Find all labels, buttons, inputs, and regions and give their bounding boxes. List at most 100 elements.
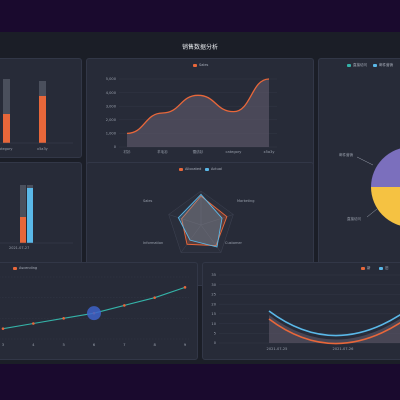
pie-legend-1-swatch (347, 64, 351, 67)
line-xtick: 4 (32, 342, 35, 347)
pie-legend-1[interactable]: 直接访问 (347, 63, 367, 68)
bar-mid-blue (27, 188, 33, 243)
curve-series-blue (268, 310, 400, 337)
curve-xtick: 2021-07-25 (267, 347, 288, 351)
radar-spoke (180, 224, 202, 253)
area-ytick: 2,000 (106, 118, 117, 122)
area-chart: 0 1,000 2,000 3,000 4,000 5,000 衬衫 羊毛衫 雪纺衫 catego… (106, 77, 277, 154)
radar-chart (168, 190, 234, 253)
area-ytick: 4,000 (106, 91, 117, 95)
radar-legend-1[interactable]: Allocated (179, 167, 201, 171)
curve-series-orange (268, 318, 400, 345)
curve-ytick: 20 (211, 302, 216, 306)
curve-ytick: 5 (214, 331, 216, 335)
radar-spoke (200, 214, 234, 226)
curve-fill (269, 315, 400, 343)
panel-line-bottom: Ascending 3 4 5 6 7 8 9 (0, 262, 198, 360)
radar-series (181, 195, 228, 247)
area-xtick: 雪纺衫 (193, 149, 204, 154)
curve-legend-1-swatch (361, 267, 365, 270)
pie-slice-yellow (371, 187, 400, 226)
line-highlight-point (87, 306, 101, 321)
area-legend-label: Sales (199, 63, 209, 67)
area-xtick: 衬衫 (123, 149, 131, 154)
panel-bars-topleft: category x5a3y (0, 58, 82, 158)
bar-orange-2 (39, 96, 46, 143)
area-legend-swatch (193, 63, 197, 67)
pie-legend-1-label: 直接访问 (353, 63, 367, 67)
curve-chart: 0 5 10 15 20 25 30 35 2021-07-25 2021-07-26 (211, 273, 400, 351)
line-point (62, 317, 65, 320)
area-ytick: 0 (114, 145, 117, 149)
curve-ytick: 15 (211, 312, 216, 316)
bar-gray-1 (3, 79, 10, 143)
line-xtick: 3 (2, 342, 5, 347)
area-xtick: category (226, 150, 243, 154)
curve-legend-2-swatch (379, 267, 383, 270)
bars-topleft-xtick-1: category (0, 147, 13, 151)
area-line (126, 78, 270, 135)
radar-label-sales: Sales (143, 199, 153, 203)
line-bottom-legend-label: Ascending (19, 266, 38, 270)
pie-chart (356, 148, 400, 226)
curve-legend-1[interactable]: 新 (361, 266, 371, 271)
pie-label-1: 邮件营销 (339, 153, 353, 157)
bar-orange-1 (3, 114, 10, 143)
curve-ytick: 35 (211, 273, 216, 277)
curve-legend-2-label: 旧 (385, 266, 389, 270)
radar-legend-2-label: Actual (211, 167, 222, 171)
line-bottom-chart: 3 4 5 6 7 8 9 (0, 276, 189, 347)
area-ytick: 3,000 (106, 104, 117, 108)
bar-mid-gray-1 (20, 185, 26, 243)
curve-ytick: 30 (211, 283, 216, 287)
line-xtick: 6 (93, 342, 96, 347)
area-legend[interactable]: Sales (193, 63, 208, 67)
bars-topleft-chart (0, 79, 73, 144)
dashboard: 销售数据分析 category x5a3y Sales 0 1,000 2,000 3… (0, 32, 400, 364)
bar-mid-orange (20, 217, 26, 243)
radar-spoke (168, 214, 202, 226)
pie-legend-2-swatch (373, 64, 377, 67)
line-xtick: 5 (62, 342, 65, 347)
curve-ytick: 10 (211, 322, 216, 326)
area-xtick: 羊毛衫 (157, 149, 168, 154)
curve-legend-2[interactable]: 旧 (379, 266, 389, 271)
pie-legend-2[interactable]: 邮件营销 (373, 63, 393, 68)
pie-slice-purple (371, 148, 400, 187)
curve-legend-1-label: 新 (367, 266, 371, 270)
radar-label-customer: Customer (225, 241, 243, 245)
panel-pie: 直接访问 邮件营销 邮件营销 直接访问 (318, 58, 400, 286)
line-bottom-legend[interactable]: Ascending (13, 266, 37, 270)
area-ytick: 1,000 (106, 132, 117, 136)
curve-xtick: 2021-07-26 (333, 347, 355, 351)
area-fill (127, 79, 269, 147)
line-point (153, 296, 156, 299)
area-xtick: x5a3y (263, 150, 275, 154)
line-point (1, 327, 5, 330)
bars-midleft-date: 2021-07-27 (9, 246, 30, 250)
radar-legend-2[interactable]: Actual (205, 167, 222, 171)
radar-series (177, 193, 223, 248)
line-point (183, 286, 187, 289)
line-point (32, 322, 35, 325)
curve-ytick: 0 (214, 341, 217, 345)
line-xtick: 9 (184, 342, 187, 347)
line-point (123, 304, 126, 307)
radar-label-information: Information (143, 241, 164, 245)
bars-midleft-chart (0, 185, 73, 244)
line-xtick: 8 (153, 342, 156, 347)
radar-legend-2-swatch (205, 167, 209, 171)
radar-legend-1-swatch (179, 167, 183, 171)
line-bottom-legend-swatch (13, 266, 17, 270)
line-xtick: 7 (123, 342, 126, 347)
panel-curve-bottom: 新 旧 0 5 10 15 20 25 30 35 2021-07-25 2021-07-26 (202, 262, 400, 360)
radar-spoke (200, 224, 222, 253)
radar-label-marketing: Marketing (237, 199, 255, 203)
dashboard-title: 销售数据分析 (181, 44, 218, 51)
area-ytick: 5,000 (106, 77, 117, 81)
radar-legend-1-label: Allocated (185, 167, 202, 171)
pie-label-2: 直接访问 (347, 217, 361, 221)
pie-legend-2-label: 邮件营销 (379, 63, 393, 67)
bars-topleft-xtick-2: x5a3y (37, 147, 48, 151)
curve-ytick: 25 (211, 293, 216, 297)
